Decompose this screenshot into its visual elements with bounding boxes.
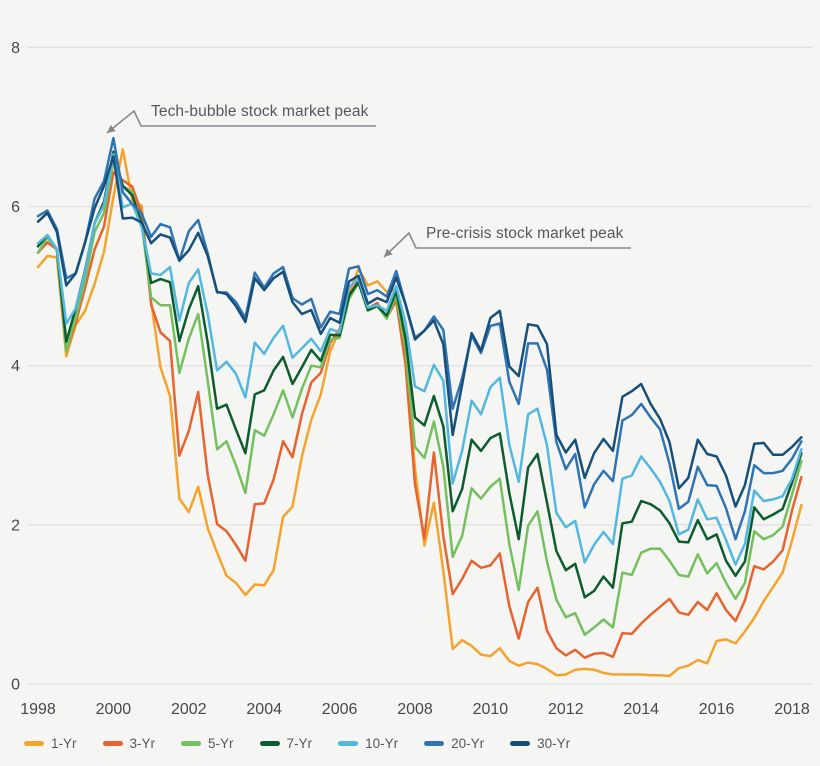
x-axis-tick-label: 2010 bbox=[473, 701, 509, 718]
x-axis-tick-label: 2014 bbox=[623, 701, 659, 718]
x-axis-tick-label: 2002 bbox=[171, 701, 207, 718]
x-axis-tick-label: 1998 bbox=[20, 701, 56, 718]
y-axis-tick-label: 2 bbox=[11, 517, 20, 534]
y-axis-tick-label: 0 bbox=[11, 677, 20, 694]
legend-label: 5-Yr bbox=[208, 736, 234, 751]
tech-bubble-arrow bbox=[106, 109, 376, 134]
series-line-7-yr bbox=[36, 150, 803, 599]
legend-label: 1-Yr bbox=[51, 736, 77, 751]
x-axis-tick-label: 2012 bbox=[548, 701, 584, 718]
series-line-1-yr bbox=[36, 148, 803, 678]
pre-crisis-arrow bbox=[383, 231, 631, 258]
annotation-pre-crisis-peak: Pre-crisis stock market peak bbox=[426, 225, 624, 242]
legend-swatch-10-yr bbox=[338, 741, 359, 746]
legend-swatch-7-yr bbox=[259, 741, 280, 746]
legend-label: 3-Yr bbox=[129, 736, 156, 751]
x-axis-tick-label: 2016 bbox=[699, 701, 735, 718]
x-axis-tick-label: 2008 bbox=[397, 701, 433, 718]
series-line-10-yr bbox=[36, 152, 803, 566]
legend-swatch-3-yr bbox=[102, 741, 123, 746]
legend-label: 10-Yr bbox=[365, 736, 399, 751]
y-axis-tick-label: 6 bbox=[11, 199, 20, 216]
x-axis-tick-label: 2004 bbox=[246, 701, 282, 718]
legend-swatch-1-yr bbox=[24, 741, 44, 746]
legend-item-10-yr: 10-Yr bbox=[338, 736, 398, 751]
legend-label: 30-Yr bbox=[537, 736, 571, 751]
series-line-3-yr bbox=[36, 171, 803, 659]
series-line-5-yr bbox=[36, 159, 803, 636]
legend-item-5-yr: 5-Yr bbox=[181, 736, 234, 751]
series-line-30-yr bbox=[36, 155, 803, 508]
legend-label: 20-Yr bbox=[451, 736, 485, 751]
annotation-tech-bubble-peak: Tech-bubble stock market peak bbox=[151, 103, 369, 120]
legend-label: 7-Yr bbox=[286, 736, 313, 751]
x-axis-tick-label: 2006 bbox=[322, 701, 358, 718]
legend-item-20-yr: 20-Yr bbox=[424, 736, 484, 751]
legend-item-3-yr: 3-Yr bbox=[102, 736, 156, 751]
legend-swatch-30-yr bbox=[510, 741, 531, 746]
legend-swatch-20-yr bbox=[424, 741, 445, 746]
legend-item-1-yr: 1-Yr bbox=[24, 736, 77, 751]
legend-item-7-yr: 7-Yr bbox=[259, 736, 313, 751]
x-axis-tick-label: 2018 bbox=[774, 701, 810, 718]
x-axis-tick-label: 2000 bbox=[96, 701, 132, 718]
y-axis-tick-label: 4 bbox=[11, 358, 20, 375]
y-axis-tick-label: 8 bbox=[11, 40, 20, 57]
legend-swatch-5-yr bbox=[181, 741, 202, 746]
legend-item-30-yr: 30-Yr bbox=[510, 736, 570, 751]
chart-legend: 1-Yr 3-Yr 5-Yr 7-Yr 10-Yr 20-Yr 30-Yr bbox=[24, 736, 570, 751]
